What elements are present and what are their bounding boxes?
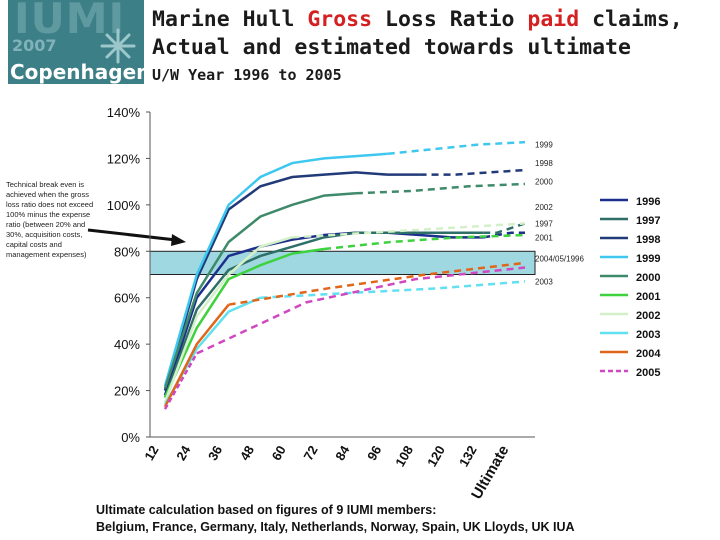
break-even-arrow <box>87 228 177 242</box>
x-tick-label: 72 <box>300 443 320 463</box>
loss-ratio-chart: 0% 20% 40% 60% 80% 100% 120% 140% 12 24 36 48 60 72 84… <box>87 105 661 502</box>
series-1999-actual <box>163 152 388 387</box>
series-2004-estimate <box>228 261 526 306</box>
x-tick-label: 60 <box>269 443 289 463</box>
year-label: 1999 <box>535 141 553 150</box>
logo-year: 2007 <box>12 36 57 55</box>
series-1997-estimate <box>483 222 526 234</box>
legend-label-2002: 2002 <box>636 310 660 322</box>
title-paid: paid <box>527 7 580 32</box>
title-line2: Actual and estimated towards ultimate <box>152 35 631 60</box>
x-tick-label: 12 <box>141 443 161 463</box>
series-2003-estimate <box>260 280 526 299</box>
y-tick-label: 0% <box>121 430 140 445</box>
series-1997-actual <box>163 231 484 398</box>
footer-note: Ultimate calculation based on figures of… <box>96 502 575 536</box>
title-part3: claims, <box>579 7 683 32</box>
title-part2: Loss Ratio <box>372 7 528 32</box>
x-tick-label: 132 <box>456 443 480 469</box>
year-label: 2004/05/1996 <box>535 254 584 263</box>
logo-city: Copenhagen <box>10 60 144 84</box>
legend-label-2003: 2003 <box>636 329 660 341</box>
legend-label-2004: 2004 <box>636 348 661 360</box>
y-tick-label: 140% <box>107 105 141 120</box>
legend-label-1997: 1997 <box>636 215 660 227</box>
series-2000-estimate <box>355 182 526 195</box>
year-label: 2002 <box>535 203 553 212</box>
x-tick-label: 24 <box>173 442 194 463</box>
y-tick-label: 120% <box>107 151 141 166</box>
year-label: 2000 <box>535 178 553 187</box>
series-1998-estimate <box>419 168 526 176</box>
series-2005-actual <box>163 352 198 410</box>
legend-label-1998: 1998 <box>636 234 660 246</box>
y-tick-label: 40% <box>114 337 140 352</box>
break-even-arrow-head <box>171 234 186 246</box>
footer-line2: Belgium, France, Germany, Italy, Netherl… <box>96 520 575 534</box>
series-1999-estimate <box>387 140 526 156</box>
series-1996-actual <box>163 231 484 396</box>
legend-label-1999: 1999 <box>636 253 660 265</box>
y-tick-label: 20% <box>114 384 140 399</box>
legend-label-2001: 2001 <box>636 291 660 303</box>
series-1998-actual <box>163 171 420 391</box>
x-tick-label: 84 <box>332 442 353 463</box>
footer-line1: Ultimate calculation based on figures of… <box>96 503 437 517</box>
y-tick-label: 100% <box>107 198 141 213</box>
title-part1: Marine Hull <box>152 7 308 32</box>
x-tick-label: 120 <box>424 443 448 469</box>
y-tick-label: 60% <box>114 291 140 306</box>
page-title: Marine Hull Gross Loss Ratio paid claims… <box>152 6 712 62</box>
legend-label-2005: 2005 <box>636 367 660 379</box>
series-2002-estimate <box>292 222 526 239</box>
title-gross: Gross <box>307 7 373 32</box>
break-even-note: Technical break even is achieved when th… <box>6 180 94 259</box>
series-2002-actual <box>163 236 293 403</box>
legend-label-2000: 2000 <box>636 272 660 284</box>
page-subtitle: U/W Year 1996 to 2005 <box>152 66 342 84</box>
iumi-logo: IUMI 2007 Copenhagen <box>8 0 144 84</box>
y-tick-label: 80% <box>114 244 140 259</box>
star-icon <box>100 28 136 64</box>
series-2000-actual <box>163 192 357 389</box>
x-tick-label: 108 <box>392 443 416 469</box>
series-2001-estimate <box>323 233 526 251</box>
year-label: 2003 <box>535 277 553 286</box>
series-2005-estimate <box>196 266 526 355</box>
year-label: 1997 <box>535 219 553 228</box>
x-tick-label: 48 <box>237 443 257 463</box>
year-label: 1998 <box>535 159 553 168</box>
legend-label-1996: 1996 <box>636 196 660 208</box>
series-2004-actual <box>163 303 230 408</box>
year-label: 2001 <box>535 233 553 242</box>
header: IUMI 2007 Copenhagen Marine Hull Gross L… <box>0 0 720 92</box>
x-tick-label: 96 <box>364 443 384 463</box>
x-tick-label: 36 <box>205 443 225 463</box>
series-2001-actual <box>163 247 325 399</box>
